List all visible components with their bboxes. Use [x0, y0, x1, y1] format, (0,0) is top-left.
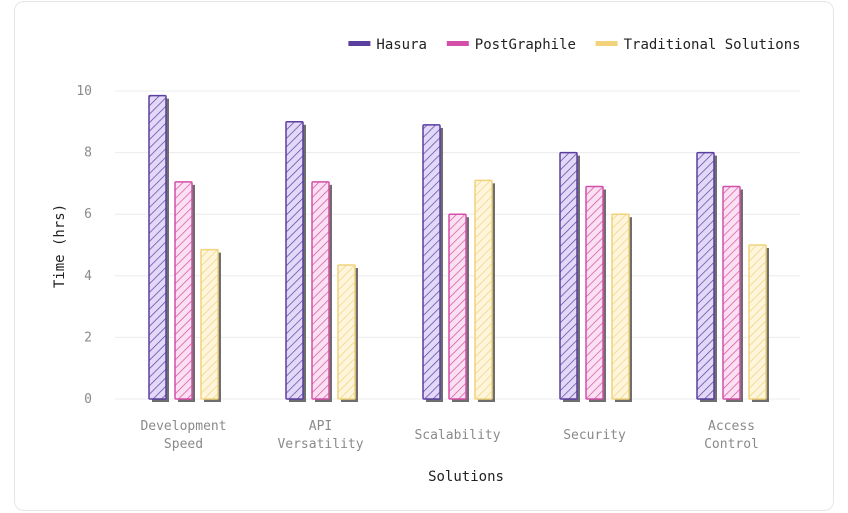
x-category-label: Development — [140, 419, 226, 434]
bar — [585, 185, 606, 402]
bar — [722, 185, 743, 402]
x-category-label: Security — [563, 428, 626, 443]
bar-traditional-solutions — [474, 179, 493, 400]
legend-swatch — [446, 41, 469, 46]
bar-postgraphile — [448, 213, 467, 400]
y-axis-ticks: 0 2 4 6 8 10 — [76, 84, 92, 407]
legend-label: Hasura — [376, 37, 427, 53]
bar — [448, 213, 469, 402]
x-category-label: Versatility — [277, 437, 363, 452]
bar-postgraphile — [585, 185, 604, 400]
bar — [748, 244, 769, 402]
bar-postgraphile — [174, 181, 193, 400]
legend-item: PostGraphile — [446, 37, 576, 53]
bar — [200, 248, 221, 402]
y-tick-label: 8 — [84, 146, 92, 161]
bar — [174, 181, 195, 402]
bar — [422, 124, 443, 402]
legend-item: Hasura — [348, 37, 427, 53]
bar-hasura — [148, 94, 167, 400]
y-tick-label: 2 — [84, 330, 92, 345]
y-tick-label: 6 — [84, 207, 92, 222]
y-axis-title: Time (hrs) — [52, 204, 68, 288]
y-tick-label: 0 — [84, 392, 92, 407]
bars — [148, 94, 769, 403]
bar-hasura — [696, 151, 715, 400]
bar — [474, 179, 495, 402]
bar — [696, 151, 717, 402]
x-axis-categories: Development Speed API Versatility Scalabilit… — [140, 419, 758, 452]
x-category-label: Access — [708, 419, 755, 434]
bar — [285, 121, 306, 403]
bar-postgraphile — [722, 185, 741, 400]
bar-hasura — [422, 124, 441, 400]
bar-traditional-solutions — [748, 244, 767, 400]
legend-swatch — [348, 41, 371, 46]
bar — [559, 151, 580, 402]
x-category-label: Scalability — [414, 428, 500, 443]
legend-swatch — [595, 41, 618, 46]
x-category-label: Control — [704, 437, 759, 452]
bar — [337, 264, 358, 402]
legend-label: Traditional Solutions — [624, 37, 801, 53]
bar-traditional-solutions — [611, 213, 630, 400]
bar — [611, 213, 632, 402]
bar — [148, 94, 169, 403]
legend: Hasura PostGraphile Traditional Solutions — [348, 37, 801, 53]
grid-lines — [115, 90, 800, 400]
x-axis-title: Solutions — [428, 469, 504, 485]
x-category-label: API — [309, 419, 332, 434]
bar — [311, 181, 332, 402]
bar-traditional-solutions — [200, 248, 219, 400]
legend-label: PostGraphile — [475, 37, 576, 53]
bar-hasura — [559, 151, 578, 400]
legend-item: Traditional Solutions — [595, 37, 801, 53]
bar-hasura — [285, 121, 304, 400]
x-category-label: Speed — [164, 437, 203, 452]
bar-postgraphile — [311, 181, 330, 400]
bar-traditional-solutions — [337, 264, 356, 400]
y-tick-label: 10 — [76, 84, 92, 99]
y-tick-label: 4 — [84, 269, 92, 284]
